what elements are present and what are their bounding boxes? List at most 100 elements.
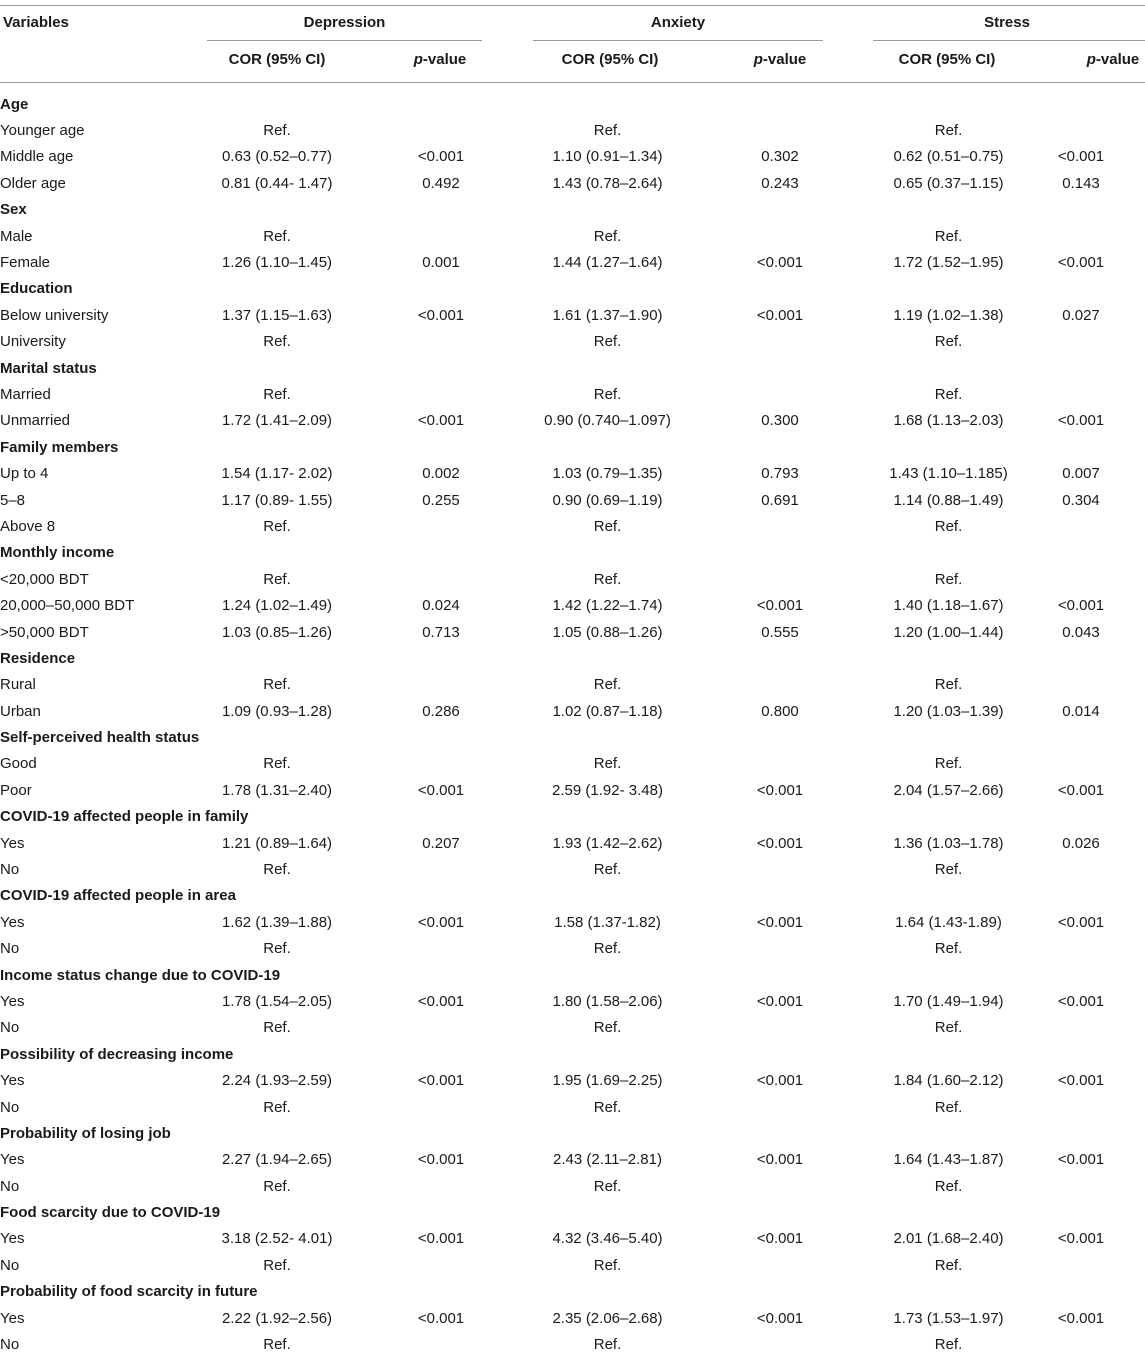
anxiety-underline bbox=[533, 40, 823, 41]
cell-dep-cor: Ref. bbox=[207, 1094, 347, 1120]
cell-anx-p: <0.001 bbox=[680, 830, 880, 856]
cell-anx-p bbox=[680, 567, 880, 593]
cell-anx-p: 0.793 bbox=[680, 461, 880, 487]
cell-anx-p bbox=[680, 1253, 880, 1279]
cell-anx-cor: 4.32 (3.46–5.40) bbox=[535, 1226, 680, 1252]
cell-anx-p: <0.001 bbox=[680, 1226, 880, 1252]
cell-dep-p bbox=[347, 1253, 535, 1279]
section-label: Age bbox=[0, 92, 207, 118]
cell-str-p bbox=[1017, 672, 1145, 698]
cell-str-p: <0.001 bbox=[1017, 910, 1145, 936]
section-filler bbox=[207, 1121, 1145, 1147]
cell-str-cor: Ref. bbox=[880, 857, 1017, 883]
cell-dep-p: <0.001 bbox=[347, 144, 535, 170]
cell-anx-cor: 1.61 (1.37–1.90) bbox=[535, 303, 680, 329]
section-row: COVID-19 affected people in family bbox=[0, 804, 1145, 830]
cell-str-cor: Ref. bbox=[880, 751, 1017, 777]
section-label: Food scarcity due to COVID-19 bbox=[0, 1200, 207, 1226]
cell-dep-cor: Ref. bbox=[207, 514, 347, 540]
cell-dep-p bbox=[347, 751, 535, 777]
cell-anx-p: 0.302 bbox=[680, 144, 880, 170]
section-label: COVID-19 affected people in area bbox=[0, 883, 207, 909]
section-label: Self-perceived health status bbox=[0, 725, 207, 751]
cell-dep-p: 0.207 bbox=[347, 830, 535, 856]
cell-dep-p: 0.286 bbox=[347, 698, 535, 724]
cell-dep-p: <0.001 bbox=[347, 1226, 535, 1252]
row-label: Younger age bbox=[0, 118, 207, 144]
row-label: Yes bbox=[0, 830, 207, 856]
section-row: Age bbox=[0, 92, 1145, 118]
cell-str-p: 0.026 bbox=[1017, 830, 1145, 856]
row-label: No bbox=[0, 936, 207, 962]
section-label: Monthly income bbox=[0, 540, 207, 566]
row-label: Poor bbox=[0, 778, 207, 804]
cell-dep-p bbox=[347, 1332, 535, 1358]
row-label: 5–8 bbox=[0, 487, 207, 513]
section-row: Residence bbox=[0, 646, 1145, 672]
cell-dep-cor: 1.21 (0.89–1.64) bbox=[207, 830, 347, 856]
cell-anx-cor: 1.80 (1.58–2.06) bbox=[535, 989, 680, 1015]
section-row: Monthly income bbox=[0, 540, 1145, 566]
section-filler bbox=[207, 883, 1145, 909]
cell-dep-p: 0.001 bbox=[347, 250, 535, 276]
cell-anx-cor: 1.03 (0.79–1.35) bbox=[535, 461, 680, 487]
top-rule bbox=[0, 5, 1145, 6]
cell-str-cor: 0.65 (0.37–1.15) bbox=[880, 171, 1017, 197]
cell-anx-p bbox=[680, 1174, 880, 1200]
cell-anx-p: 0.300 bbox=[680, 408, 880, 434]
cell-dep-p: <0.001 bbox=[347, 989, 535, 1015]
section-label: Education bbox=[0, 276, 207, 302]
header-depression-p: p-value bbox=[395, 50, 485, 70]
cell-anx-p bbox=[680, 672, 880, 698]
cell-anx-p: 0.800 bbox=[680, 698, 880, 724]
section-filler bbox=[207, 1042, 1145, 1068]
cell-anx-cor: 2.59 (1.92- 3.48) bbox=[535, 778, 680, 804]
section-filler bbox=[207, 1200, 1145, 1226]
row-label: Female bbox=[0, 250, 207, 276]
cell-str-p bbox=[1017, 1015, 1145, 1041]
cell-str-cor: 1.64 (1.43-1.89) bbox=[880, 910, 1017, 936]
header-bottom-rule bbox=[0, 82, 1145, 83]
cell-anx-cor: 1.02 (0.87–1.18) bbox=[535, 698, 680, 724]
row-label: No bbox=[0, 1094, 207, 1120]
cell-str-p: 0.027 bbox=[1017, 303, 1145, 329]
cell-dep-p: <0.001 bbox=[347, 910, 535, 936]
cell-str-cor: 1.40 (1.18–1.67) bbox=[880, 593, 1017, 619]
cell-anx-cor: 1.44 (1.27–1.64) bbox=[535, 250, 680, 276]
cell-str-p: 0.143 bbox=[1017, 171, 1145, 197]
cell-str-p: <0.001 bbox=[1017, 1147, 1145, 1173]
row-label: Yes bbox=[0, 1147, 207, 1173]
cell-dep-p: <0.001 bbox=[347, 408, 535, 434]
cell-str-p: 0.304 bbox=[1017, 487, 1145, 513]
cell-dep-cor: 3.18 (2.52- 4.01) bbox=[207, 1226, 347, 1252]
row-label: Urban bbox=[0, 698, 207, 724]
cell-dep-cor: Ref. bbox=[207, 1253, 347, 1279]
cell-str-cor: Ref. bbox=[880, 567, 1017, 593]
cell-dep-p bbox=[347, 514, 535, 540]
cell-anx-p bbox=[680, 936, 880, 962]
cell-anx-p bbox=[680, 118, 880, 144]
cell-dep-cor: 0.63 (0.52–0.77) bbox=[207, 144, 347, 170]
cell-dep-cor: 1.09 (0.93–1.28) bbox=[207, 698, 347, 724]
section-row: Education bbox=[0, 276, 1145, 302]
cell-anx-cor: Ref. bbox=[535, 936, 680, 962]
section-row: Possibility of decreasing income bbox=[0, 1042, 1145, 1068]
cell-str-cor: Ref. bbox=[880, 118, 1017, 144]
cell-dep-p bbox=[347, 1174, 535, 1200]
header-anxiety: Anxiety bbox=[533, 13, 823, 33]
cell-dep-p: 0.024 bbox=[347, 593, 535, 619]
cell-str-cor: 1.36 (1.03–1.78) bbox=[880, 830, 1017, 856]
section-label: Possibility of decreasing income bbox=[0, 1042, 207, 1068]
section-filler bbox=[207, 355, 1145, 381]
